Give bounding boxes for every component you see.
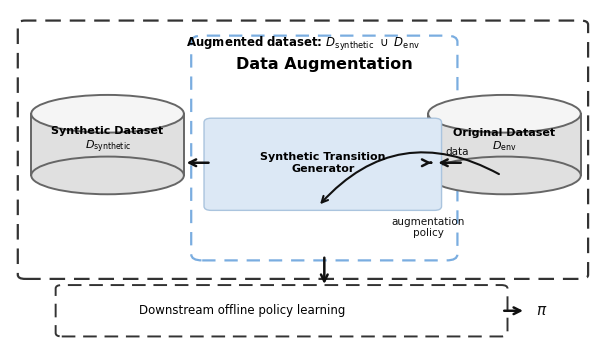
FancyBboxPatch shape — [191, 36, 457, 260]
Text: augmentation
policy: augmentation policy — [392, 216, 465, 238]
Polygon shape — [428, 114, 581, 175]
Text: Downstream offline policy learning: Downstream offline policy learning — [139, 304, 345, 317]
Ellipse shape — [428, 157, 581, 194]
Text: data: data — [446, 147, 469, 157]
Ellipse shape — [428, 95, 581, 132]
Text: Data Augmentation: Data Augmentation — [236, 56, 412, 72]
Text: Synthetic Dataset
$D_{\mathsf{synthetic}}$: Synthetic Dataset $D_{\mathsf{synthetic}… — [51, 126, 163, 155]
FancyBboxPatch shape — [18, 21, 588, 279]
FancyBboxPatch shape — [56, 285, 507, 336]
Ellipse shape — [31, 95, 184, 132]
Polygon shape — [31, 114, 184, 175]
Text: Original Dataset
$D_{\mathsf{env}}$: Original Dataset $D_{\mathsf{env}}$ — [453, 128, 556, 153]
FancyBboxPatch shape — [204, 118, 441, 211]
Text: Synthetic Transition
Generator: Synthetic Transition Generator — [260, 152, 386, 174]
Text: Augmented dataset: $D_{\mathsf{synthetic}}\ \cup\ D_{\mathsf{env}}$: Augmented dataset: $D_{\mathsf{synthetic… — [186, 34, 420, 53]
Text: $\pi$: $\pi$ — [536, 303, 547, 318]
Ellipse shape — [31, 157, 184, 194]
